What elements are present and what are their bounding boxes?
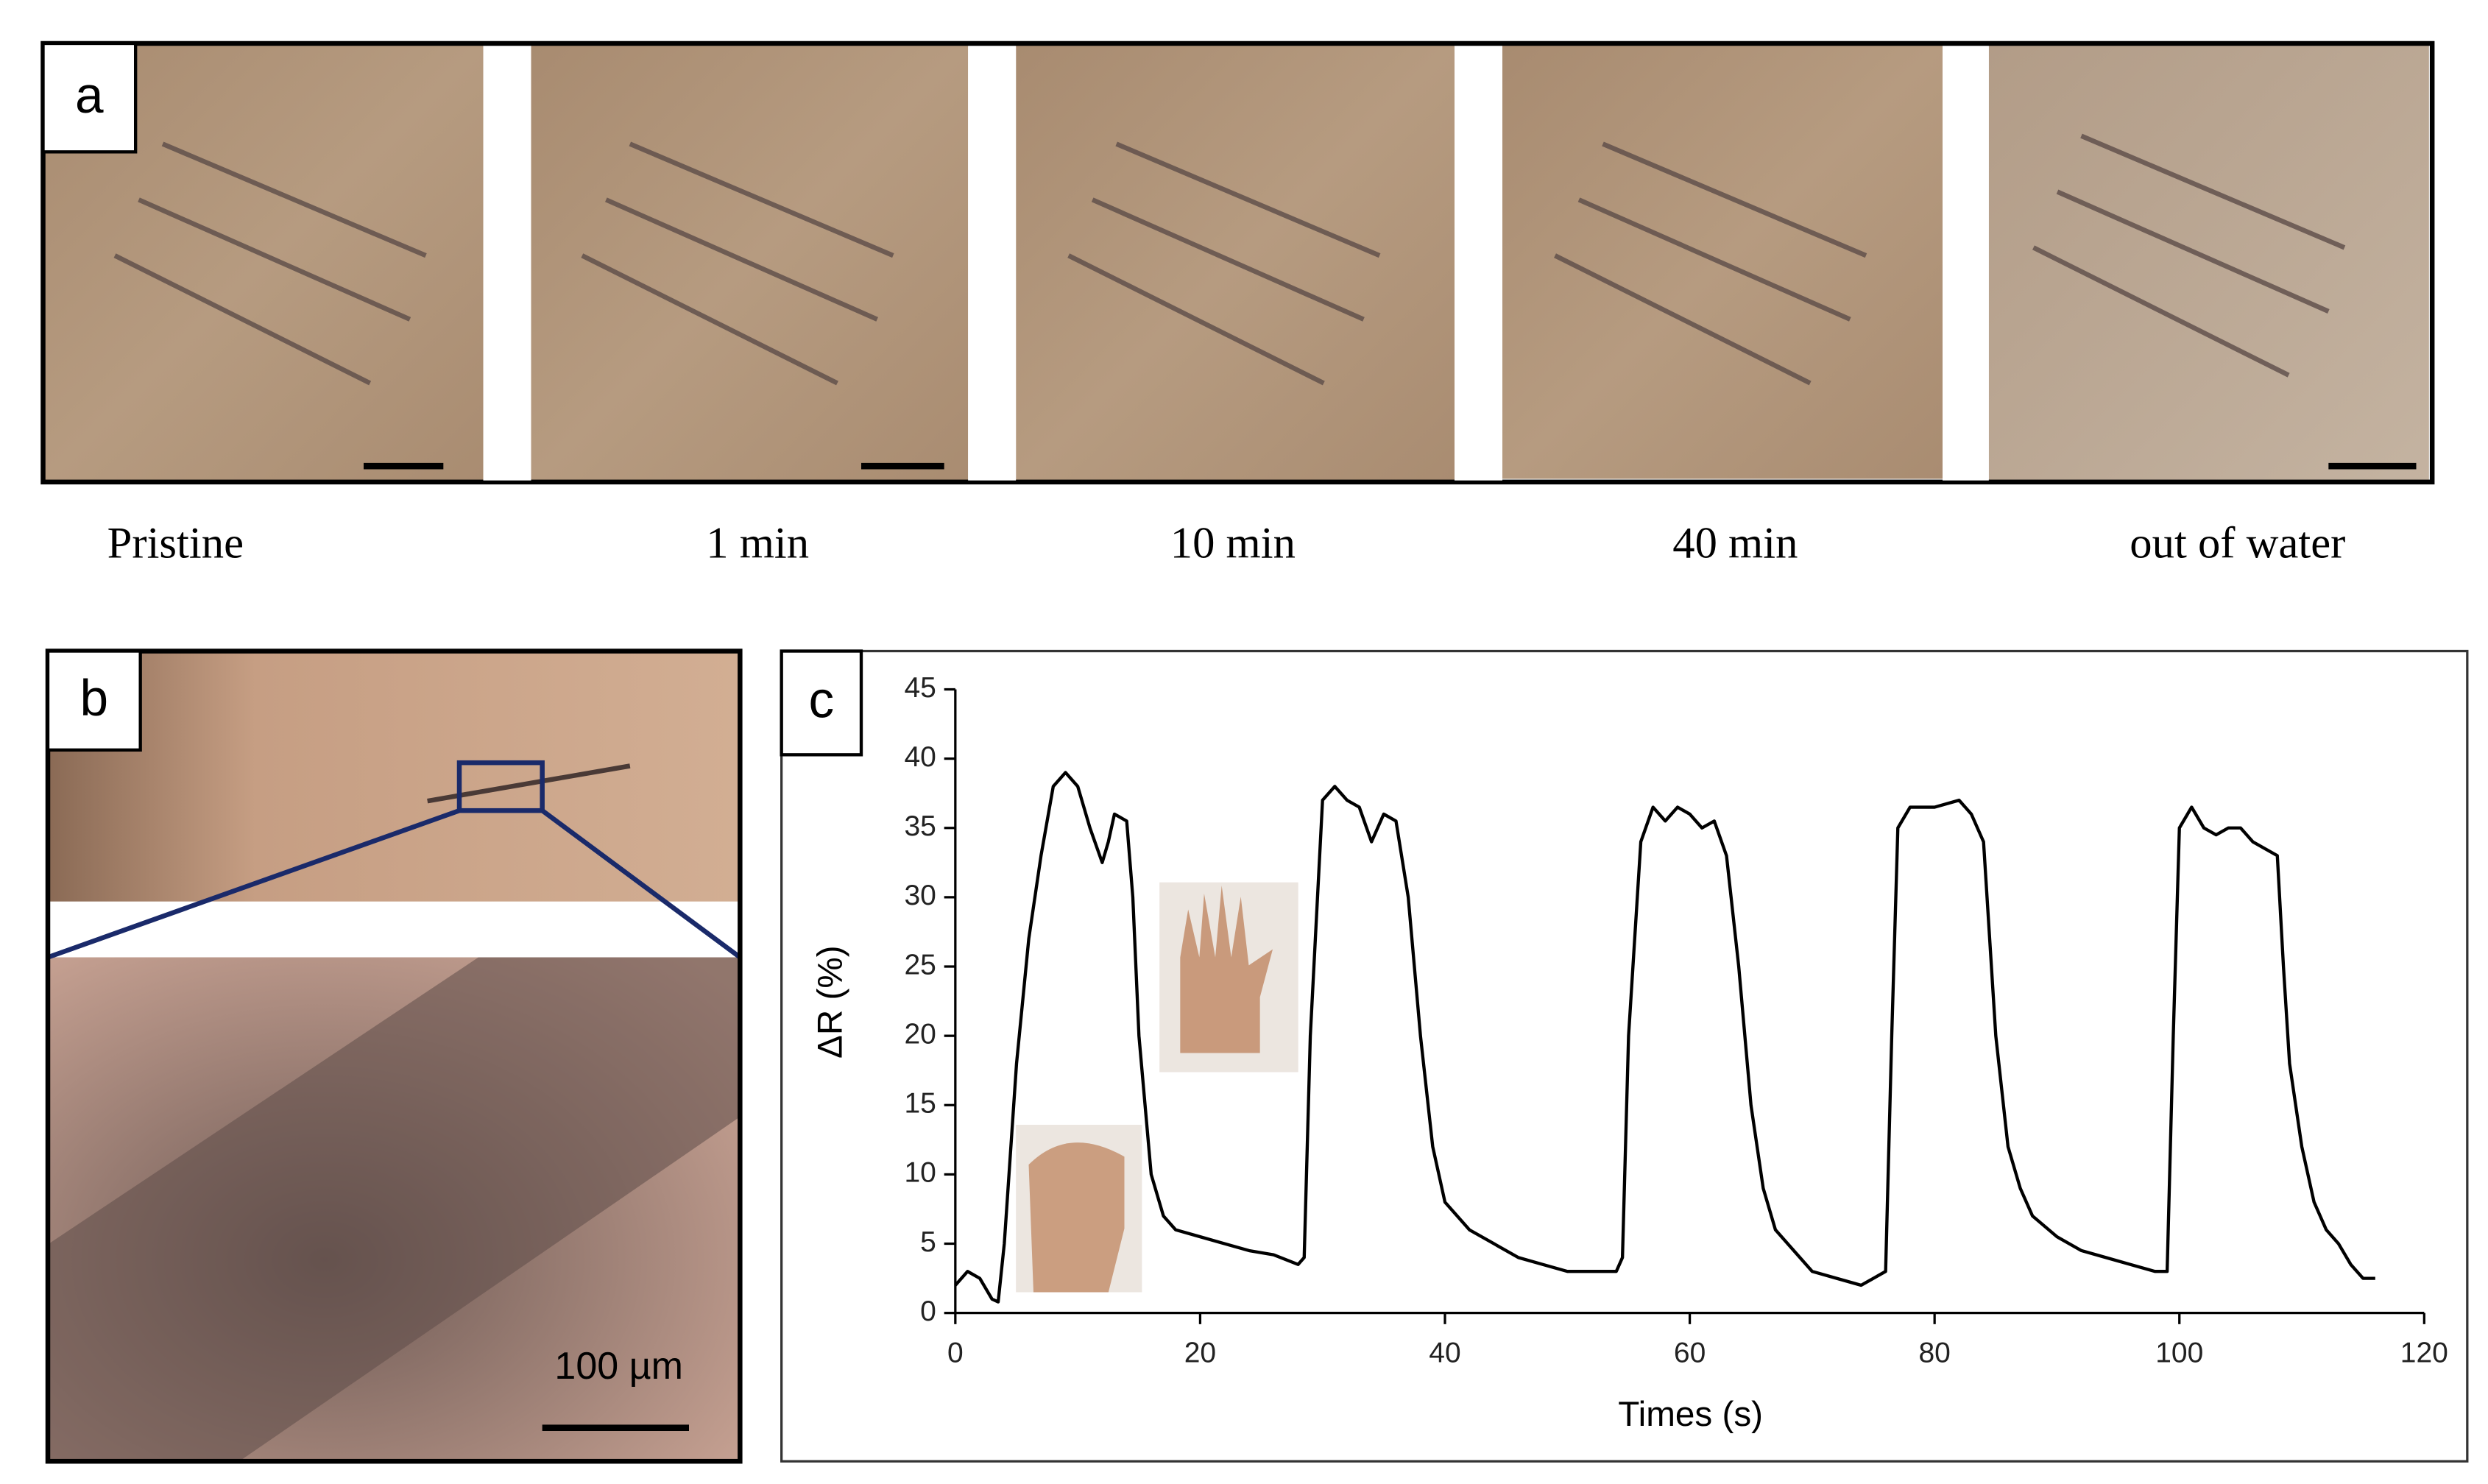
panel-label: a — [75, 66, 104, 124]
x-tick-label: 100 — [2155, 1337, 2203, 1368]
panel-label: c — [808, 671, 834, 728]
y-axis-label: ΔR (%) — [811, 945, 850, 1059]
y-tick-label: 15 — [904, 1088, 936, 1120]
x-tick-label: 60 — [1674, 1337, 1706, 1368]
y-tick-label: 25 — [904, 949, 936, 981]
label-box — [780, 649, 863, 757]
gap — [1455, 46, 1502, 481]
panel-label: b — [80, 669, 109, 727]
y-tick-label: 30 — [904, 880, 936, 911]
data-line — [954, 771, 2375, 1304]
zoom-box — [456, 760, 545, 813]
gap — [1943, 46, 1989, 481]
label-box — [46, 649, 142, 752]
x-tick-label: 40 — [1429, 1337, 1460, 1368]
x-tick-label: 20 — [1184, 1337, 1216, 1368]
y-tick-label: 45 — [904, 672, 936, 704]
frame — [40, 40, 2435, 485]
frame — [780, 649, 2469, 1463]
zoom-lines — [46, 808, 742, 960]
micrograph-trace — [48, 957, 741, 1462]
photo — [1988, 43, 2429, 482]
y-tick-label: 0 — [920, 1296, 936, 1327]
gap — [483, 46, 531, 481]
y-tick-label: 35 — [904, 810, 936, 842]
y-tick-label: 5 — [920, 1226, 936, 1258]
hand-fist — [1016, 1125, 1142, 1293]
panel-a: a Pristine 1 min 10 min 40 min out of wa… — [40, 40, 2435, 568]
gap — [968, 46, 1017, 481]
caption: 40 min — [1672, 519, 1798, 568]
photo — [48, 651, 741, 902]
caption: 10 min — [1170, 519, 1296, 568]
y-tick-label: 20 — [904, 1018, 936, 1050]
y-tick-label: 40 — [904, 741, 936, 773]
y-tick-label: 10 — [904, 1157, 936, 1189]
caption: out of water — [2130, 519, 2345, 568]
x-tick-label: 80 — [1918, 1337, 1950, 1368]
panel-b: b 100 µm — [45, 649, 743, 1464]
x-axis-label: Times (s) — [1618, 1395, 1763, 1434]
caption: Pristine — [107, 519, 244, 568]
hand-open — [1159, 882, 1298, 1073]
label-box — [41, 41, 138, 154]
scale-label: 100 µm — [554, 1345, 682, 1388]
frame — [45, 649, 743, 1464]
panel-c: c Times (s) ΔR (%) 0 20 40 60 80 100 120 0 5 10 15… — [780, 649, 2469, 1463]
x-tick-label: 120 — [2400, 1337, 2448, 1368]
x-tick-label: 0 — [947, 1337, 964, 1368]
caption: 1 min — [706, 519, 809, 568]
